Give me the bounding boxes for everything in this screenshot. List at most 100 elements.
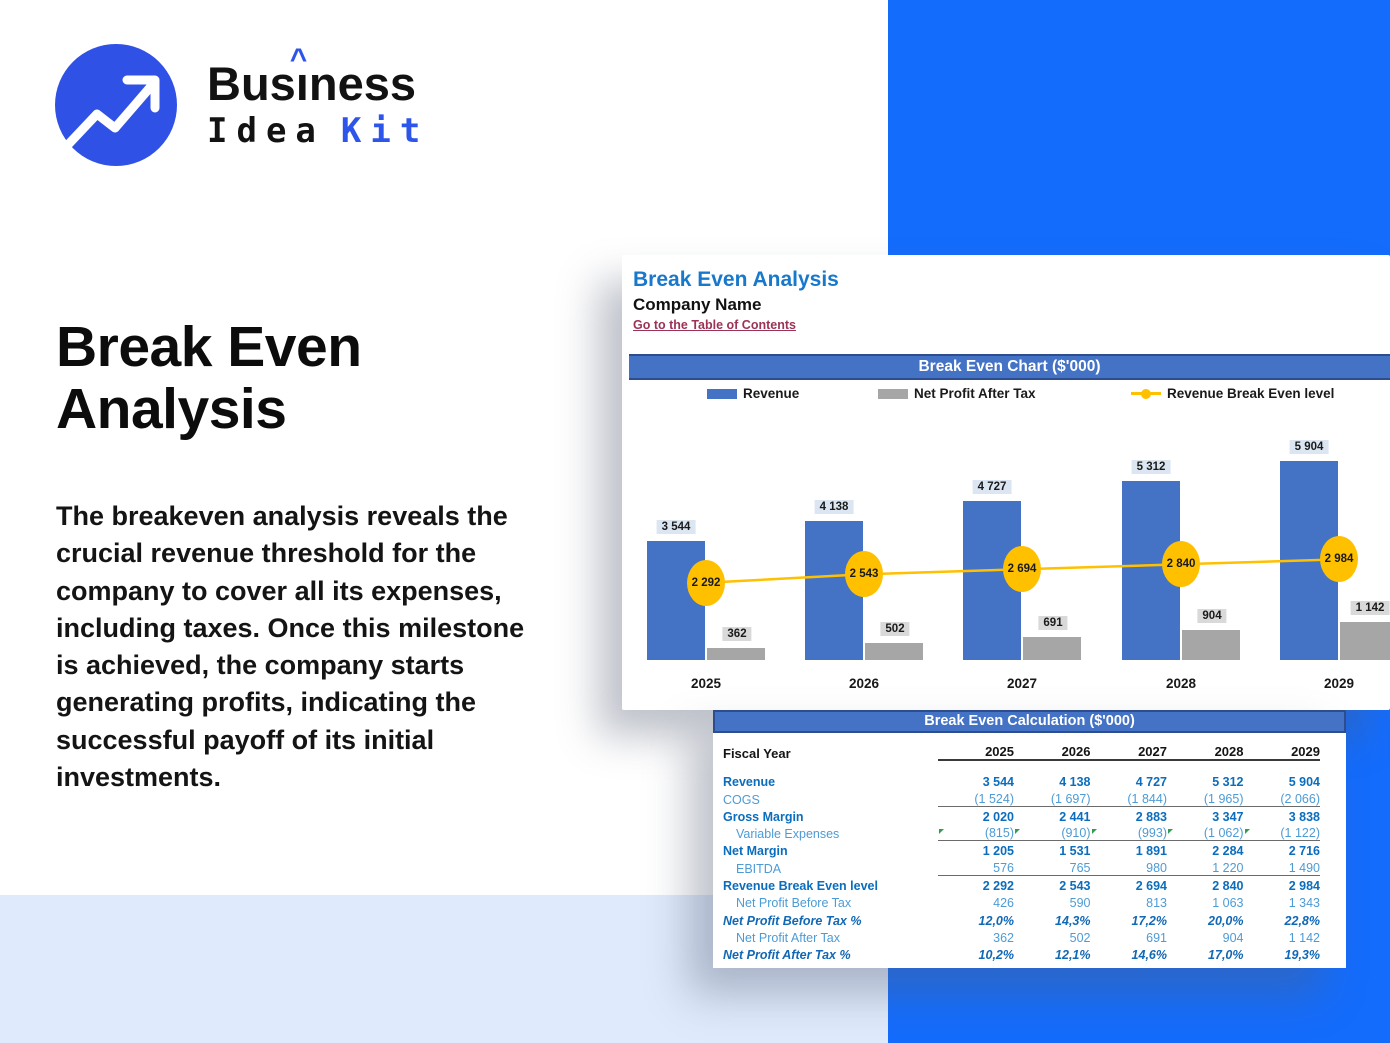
break-even-marker: 2 543 bbox=[845, 551, 883, 598]
calc-row-net-profit-after-tax: Net Profit After Tax 362 502 691 904 1 142 bbox=[723, 928, 1320, 945]
row-value: 426 bbox=[993, 896, 1014, 911]
legend-label: Net Profit After Tax bbox=[914, 386, 1036, 401]
net-profit-value-label: 362 bbox=[722, 626, 752, 641]
row-value: 2 284 bbox=[1212, 844, 1244, 859]
row-value: 12,0% bbox=[978, 913, 1014, 928]
page-description: The breakeven analysis reveals the cruci… bbox=[56, 501, 525, 792]
legend-dot-marker bbox=[1141, 388, 1151, 399]
chart-plot-area: 3 544 362 2 292 4 138 502 2 543 4 727 691 2 694 5… bbox=[622, 410, 1390, 660]
spreadsheet-chart-card: Break Even Analysis Company Name Go to t… bbox=[622, 255, 1390, 710]
row-value: 1 490 bbox=[1243, 861, 1320, 876]
trend-arrow-circle-icon bbox=[55, 44, 177, 166]
brand-word3: Kit bbox=[340, 110, 430, 151]
brand-word1-post: ness bbox=[308, 56, 416, 110]
net-profit-value-label: 502 bbox=[880, 622, 910, 637]
revenue-value-label: 4 727 bbox=[972, 479, 1012, 494]
axis-category-label: 2027 bbox=[1006, 676, 1038, 691]
row-value: 3 544 bbox=[982, 775, 1014, 790]
net-profit-bar bbox=[865, 643, 923, 660]
calc-row-revenue-break-even-level: Revenue Break Even level 2 292 2 543 2 694 2… bbox=[723, 876, 1320, 893]
fiscal-year-value: 2026 bbox=[1014, 744, 1091, 761]
row-value: (1 844) bbox=[1090, 792, 1167, 807]
calc-row-gross-margin: Gross Margin 2 020 2 441 2 883 3 347 3 838 bbox=[723, 807, 1320, 824]
fiscal-year-value: 2027 bbox=[1090, 744, 1167, 761]
row-value: 4 138 bbox=[1059, 775, 1091, 790]
row-value: (910) bbox=[1014, 826, 1091, 842]
net-profit-bar bbox=[707, 647, 765, 660]
row-label: Net Profit Before Tax bbox=[736, 896, 852, 911]
row-label: Net Profit Before Tax % bbox=[723, 913, 862, 928]
row-value: 2 840 bbox=[1212, 879, 1244, 894]
row-value: 1 343 bbox=[1288, 896, 1320, 911]
fiscal-year-value: 2025 bbox=[937, 744, 1014, 761]
company-name: Company Name bbox=[633, 295, 762, 314]
row-value: 2 292 bbox=[982, 879, 1014, 894]
revenue-value-label: 5 312 bbox=[1131, 460, 1171, 474]
axis-category-label: 2029 bbox=[1323, 676, 1355, 691]
brand-caret-icon: ^ bbox=[289, 42, 308, 76]
calc-row-net-profit-before-tax-: Net Profit Before Tax % 12,0% 14,3% 17,2% 20… bbox=[723, 910, 1320, 928]
legend-item-revenue: Revenue bbox=[707, 386, 799, 401]
row-value: 1 205 bbox=[982, 844, 1014, 859]
row-value: 17,2% bbox=[1131, 913, 1167, 928]
fiscal-year-value: 2028 bbox=[1167, 744, 1244, 761]
brand-line1: Busı ^ ness bbox=[207, 42, 429, 110]
brand-word1-pre: Bus bbox=[207, 56, 296, 110]
row-value: (815) bbox=[937, 826, 1014, 842]
break-even-marker: 2 694 bbox=[1003, 546, 1041, 593]
row-value: (993) bbox=[1090, 826, 1167, 842]
brand-i: ı ^ bbox=[289, 42, 309, 110]
row-value: 362 bbox=[993, 930, 1014, 945]
break-even-marker: 2 984 bbox=[1320, 536, 1358, 583]
row-value: 765 bbox=[1014, 861, 1091, 876]
row-value: (1 524) bbox=[937, 792, 1014, 807]
row-label: EBITDA bbox=[736, 861, 782, 876]
legend-swatch bbox=[878, 388, 908, 399]
net-profit-bar bbox=[1182, 629, 1240, 660]
calc-row-net-profit-after-tax-: Net Profit After Tax % 10,2% 12,1% 14,6% 17,… bbox=[723, 945, 1320, 962]
row-value: 2 716 bbox=[1288, 844, 1320, 859]
row-value: 2 883 bbox=[1135, 809, 1167, 824]
legend-item-revenue-break-even-level: Revenue Break Even level bbox=[1131, 386, 1334, 401]
row-value: 1 220 bbox=[1167, 861, 1244, 876]
row-value: 980 bbox=[1090, 861, 1167, 876]
legend-swatch bbox=[707, 388, 737, 399]
calc-row-cogs: COGS (1 524) (1 697) (1 844) (1 965) (2 066) bbox=[723, 789, 1320, 807]
table-header-bar: Break Even Calculation ($'000) bbox=[713, 710, 1346, 733]
fiscal-year-label: Fiscal Year bbox=[723, 746, 791, 761]
row-value: 10,2% bbox=[978, 948, 1014, 963]
row-value: 904 bbox=[1222, 930, 1244, 945]
break-even-marker: 2 292 bbox=[687, 559, 725, 606]
revenue-value-label: 5 904 bbox=[1289, 440, 1329, 454]
row-value: 1 063 bbox=[1212, 896, 1244, 911]
row-value: 1 142 bbox=[1288, 930, 1320, 945]
row-label: Revenue Break Even level bbox=[723, 879, 878, 894]
row-value: 1 531 bbox=[1059, 844, 1091, 859]
row-value: 691 bbox=[1146, 930, 1167, 945]
revenue-value-label: 3 544 bbox=[656, 519, 696, 534]
axis-category-label: 2026 bbox=[848, 676, 880, 691]
row-value: 4 727 bbox=[1135, 775, 1167, 790]
net-profit-value-label: 904 bbox=[1197, 608, 1227, 623]
row-value: (2 066) bbox=[1243, 792, 1320, 807]
row-value: 813 bbox=[1146, 896, 1167, 911]
row-value: 2 694 bbox=[1135, 879, 1167, 894]
table-of-contents-link[interactable]: Go to the Table of Contents bbox=[633, 318, 796, 332]
axis-category-label: 2025 bbox=[690, 676, 722, 691]
fiscal-year-header-row: Fiscal Year 2025 2026 2027 2028 2029 bbox=[723, 741, 1320, 761]
row-value: 2 441 bbox=[1059, 809, 1091, 824]
row-label: Net Profit After Tax bbox=[736, 930, 840, 945]
net-profit-value-label: 1 142 bbox=[1350, 600, 1390, 615]
row-value: (1 122) bbox=[1243, 826, 1320, 842]
axis-category-label: 2028 bbox=[1165, 676, 1197, 691]
chart-x-axis: 2025 2026 2027 2028 2029 bbox=[622, 660, 1390, 700]
row-value: 502 bbox=[1069, 930, 1091, 945]
brand-line2: Idea Kit bbox=[207, 111, 429, 151]
calc-row-net-profit-before-tax: Net Profit Before Tax 426 590 813 1 063 1 343 bbox=[723, 893, 1320, 910]
row-label: Gross Margin bbox=[723, 809, 804, 824]
row-value: (1 965) bbox=[1167, 792, 1244, 807]
row-value: 590 bbox=[1069, 896, 1091, 911]
row-value: 12,1% bbox=[1055, 948, 1091, 963]
row-value: 14,3% bbox=[1055, 913, 1091, 928]
row-label: Net Profit After Tax % bbox=[723, 948, 851, 963]
